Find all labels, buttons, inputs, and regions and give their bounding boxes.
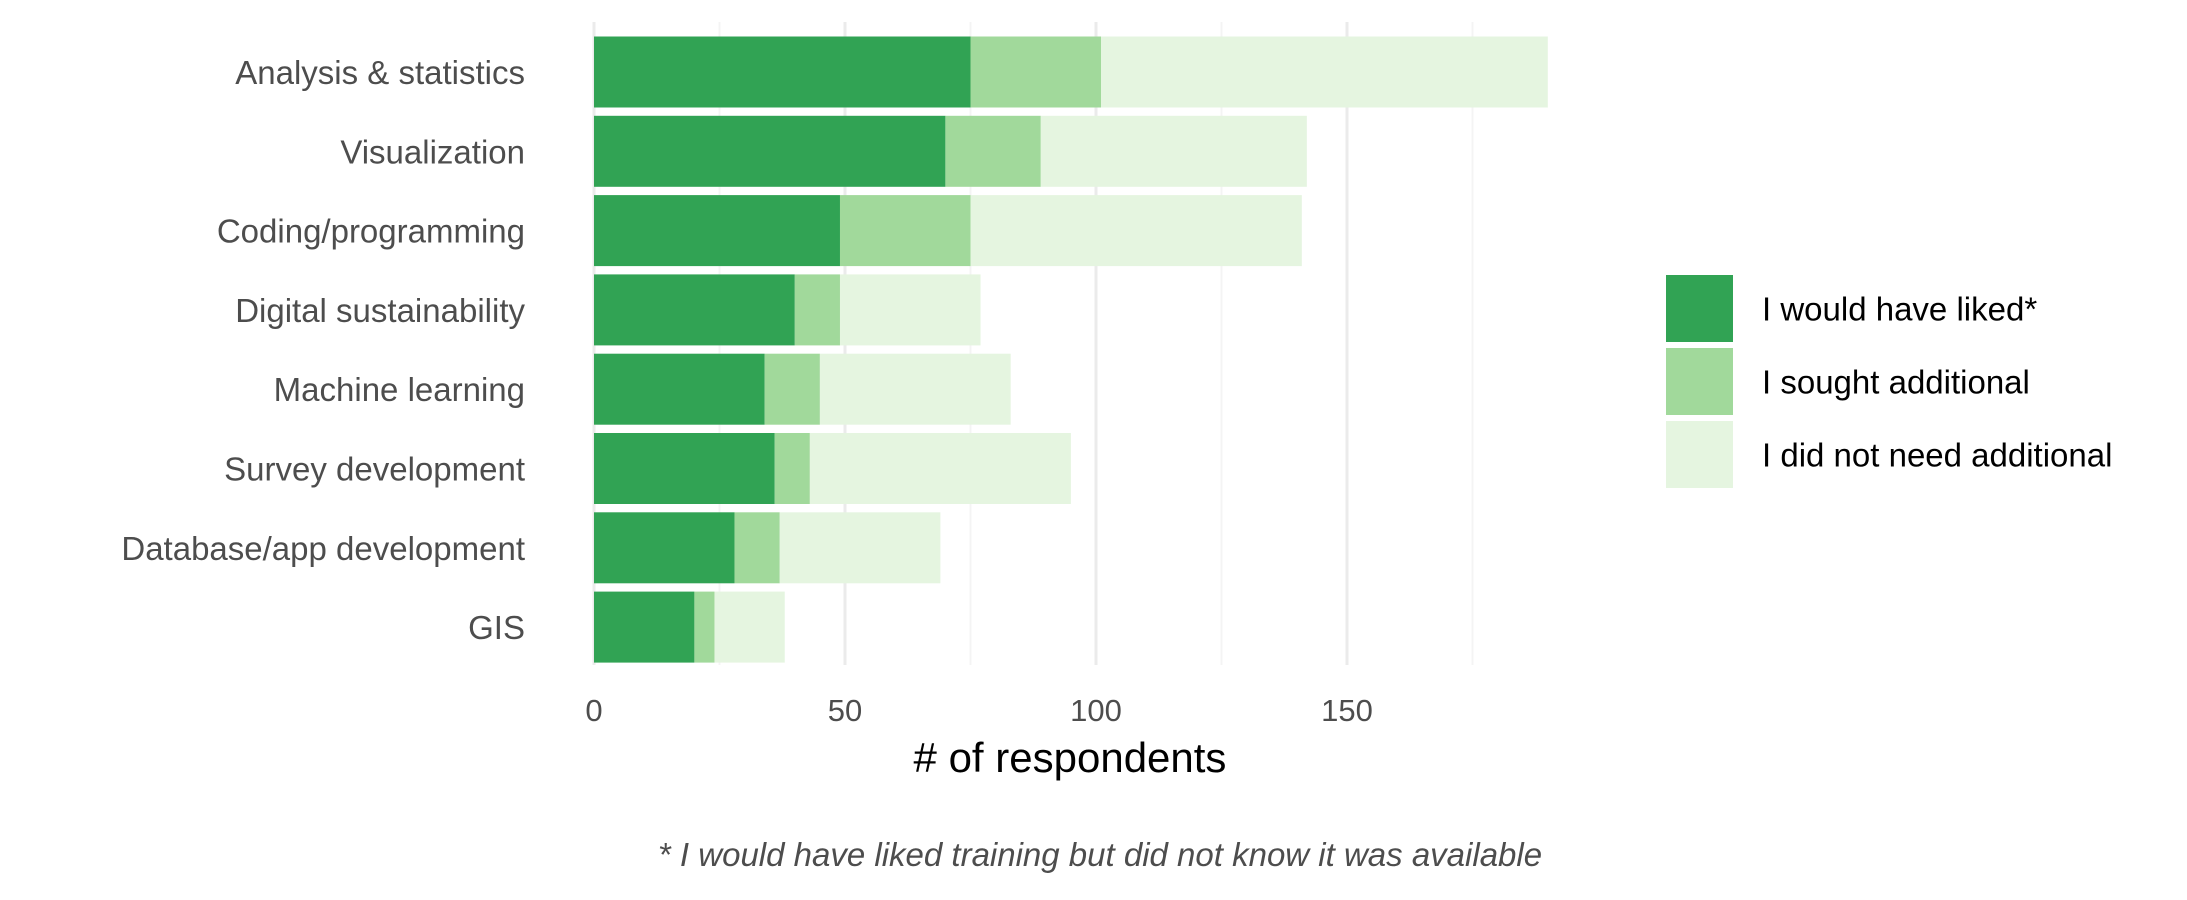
caption: * I would have liked training but did no… [658,836,1542,873]
bar-segment [970,36,1102,108]
bar-segment [764,353,820,425]
bar-segment [594,274,795,346]
x-tick-label: 150 [1321,693,1373,728]
bar-segment [774,433,810,504]
x-tick-labels: 0 50 100 150 [585,693,1372,728]
bar-segment [734,512,780,584]
legend-key [1666,275,1733,342]
bars [594,36,1548,663]
category-label: Coding/programming [217,213,525,250]
bar-segment [779,512,941,584]
bar-segment [839,274,981,346]
bar-segment [945,115,1041,187]
bar-segment [594,512,735,584]
category-label: Machine learning [274,371,525,408]
bar-segment [594,115,946,187]
bar-segment [970,195,1302,267]
legend: I would have liked* I sought additional I … [1666,275,2112,488]
bar-segment [809,433,1071,504]
legend-label: I would have liked* [1762,291,2037,328]
bar-segment [819,353,1011,425]
legend-key [1666,348,1733,415]
category-label: Survey development [224,451,525,488]
bar-segment [839,195,971,267]
bar-segment [594,353,765,425]
legend-label: I sought additional [1762,364,2030,401]
x-tick-label: 50 [828,693,862,728]
legend-key [1666,421,1733,488]
bar-segment [1101,36,1548,108]
category-label: Analysis & statistics [235,54,525,91]
bar-segment [594,195,840,267]
bar-segment [594,433,775,504]
bar-segment [714,591,785,663]
bar-segment [594,591,695,663]
x-tick-label: 0 [585,693,602,728]
category-labels: Analysis & statistics Visualization Coding… [121,54,525,646]
category-label: Visualization [340,133,525,170]
category-label: Digital sustainability [235,292,525,329]
legend-label: I did not need additional [1762,437,2112,474]
x-tick-label: 100 [1070,693,1122,728]
category-label: Database/app development [121,530,525,567]
x-axis-title: # of respondents [914,734,1227,781]
bar-segment [794,274,840,346]
category-label: GIS [468,609,525,646]
bar-segment [594,36,971,108]
bar-segment [694,591,715,663]
bar-segment [1040,115,1307,187]
